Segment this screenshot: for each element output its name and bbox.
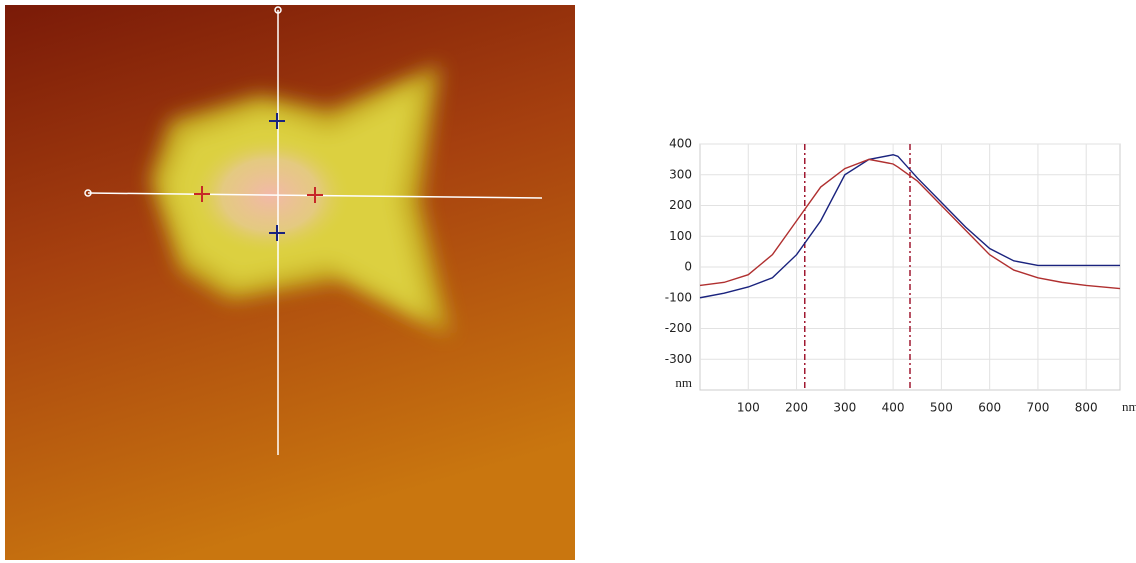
x-tick-label: 400 xyxy=(882,401,905,415)
y-tick-label: -100 xyxy=(665,290,692,304)
x-tick-label: 100 xyxy=(737,401,760,415)
profile-chart: -300 -200 -100 0 100 200 300 400 100 200 300 400 500… xyxy=(665,137,1136,415)
y-tick-label: -300 xyxy=(665,352,692,366)
y-tick-label: -200 xyxy=(665,321,692,335)
x-tick-label: 300 xyxy=(833,401,856,415)
x-axis-label: nm xyxy=(1122,399,1136,414)
y-tick-label: 100 xyxy=(669,229,692,243)
y-tick-label: 200 xyxy=(669,198,692,212)
x-tick-label: 700 xyxy=(1026,401,1049,415)
y-axis-label: nm xyxy=(675,375,692,390)
screen: -300 -200 -100 0 100 200 300 400 100 200 300 400 500… xyxy=(0,0,1136,563)
x-tick-label: 500 xyxy=(930,401,953,415)
x-tick-label: 800 xyxy=(1075,401,1098,415)
afm-image xyxy=(5,5,575,560)
x-tick-label: 200 xyxy=(785,401,808,415)
y-tick-label: 300 xyxy=(669,167,692,181)
y-tick-label: 400 xyxy=(669,137,692,151)
y-tick-label: 0 xyxy=(684,260,692,274)
x-tick-label: 600 xyxy=(978,401,1001,415)
